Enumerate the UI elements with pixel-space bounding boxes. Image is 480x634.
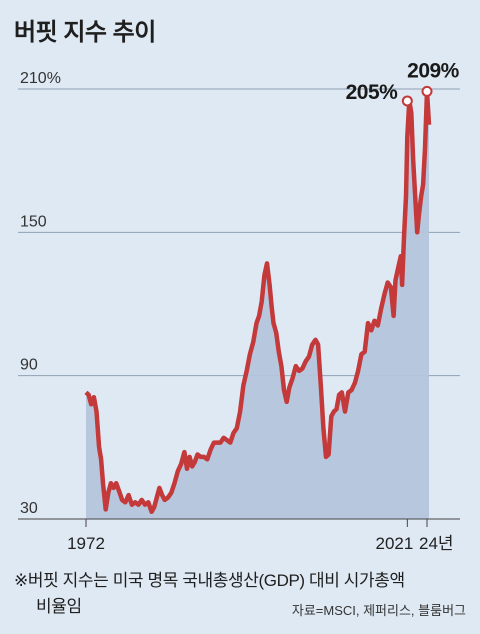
y-tick-label: 150 — [20, 213, 47, 230]
chart-area-fill — [86, 91, 429, 520]
peak-annotations: 205% 209% — [346, 59, 460, 107]
peak-marker — [401, 95, 413, 107]
y-tick-label: 90 — [20, 357, 38, 374]
x-axis: 1972 2021 24년 — [18, 518, 460, 553]
source-note: 자료=MSCI, 제퍼리스, 블룸버그 — [291, 603, 466, 618]
peak-label: 205% — [346, 81, 399, 104]
footnote-line-2: 비율임 — [36, 597, 82, 616]
footnote-line-1: ※버핏 지수는 미국 명목 국내총생산(GDP) 대비 시가총액 — [14, 571, 405, 590]
chart-plot: 210% 150 90 30 1972 2021 24년 205% 209% — [18, 59, 460, 553]
x-tick-label: 2021 — [375, 534, 413, 553]
y-tick-label: 30 — [20, 500, 38, 517]
chart-line — [84, 89, 432, 515]
x-tick-label: 1972 — [67, 534, 105, 553]
footnote: ※버핏 지수는 미국 명목 국내총생산(GDP) 대비 시가총액 비율임 — [14, 568, 454, 620]
y-tick-labels: 210% 150 90 30 — [20, 70, 61, 517]
peak-marker — [421, 85, 433, 97]
peak-label: 209% — [407, 59, 460, 82]
x-tick-label: 24년 — [419, 534, 454, 553]
chart-title: 버핏 지수 추이 — [14, 19, 156, 46]
y-tick-label: 210% — [20, 70, 61, 87]
